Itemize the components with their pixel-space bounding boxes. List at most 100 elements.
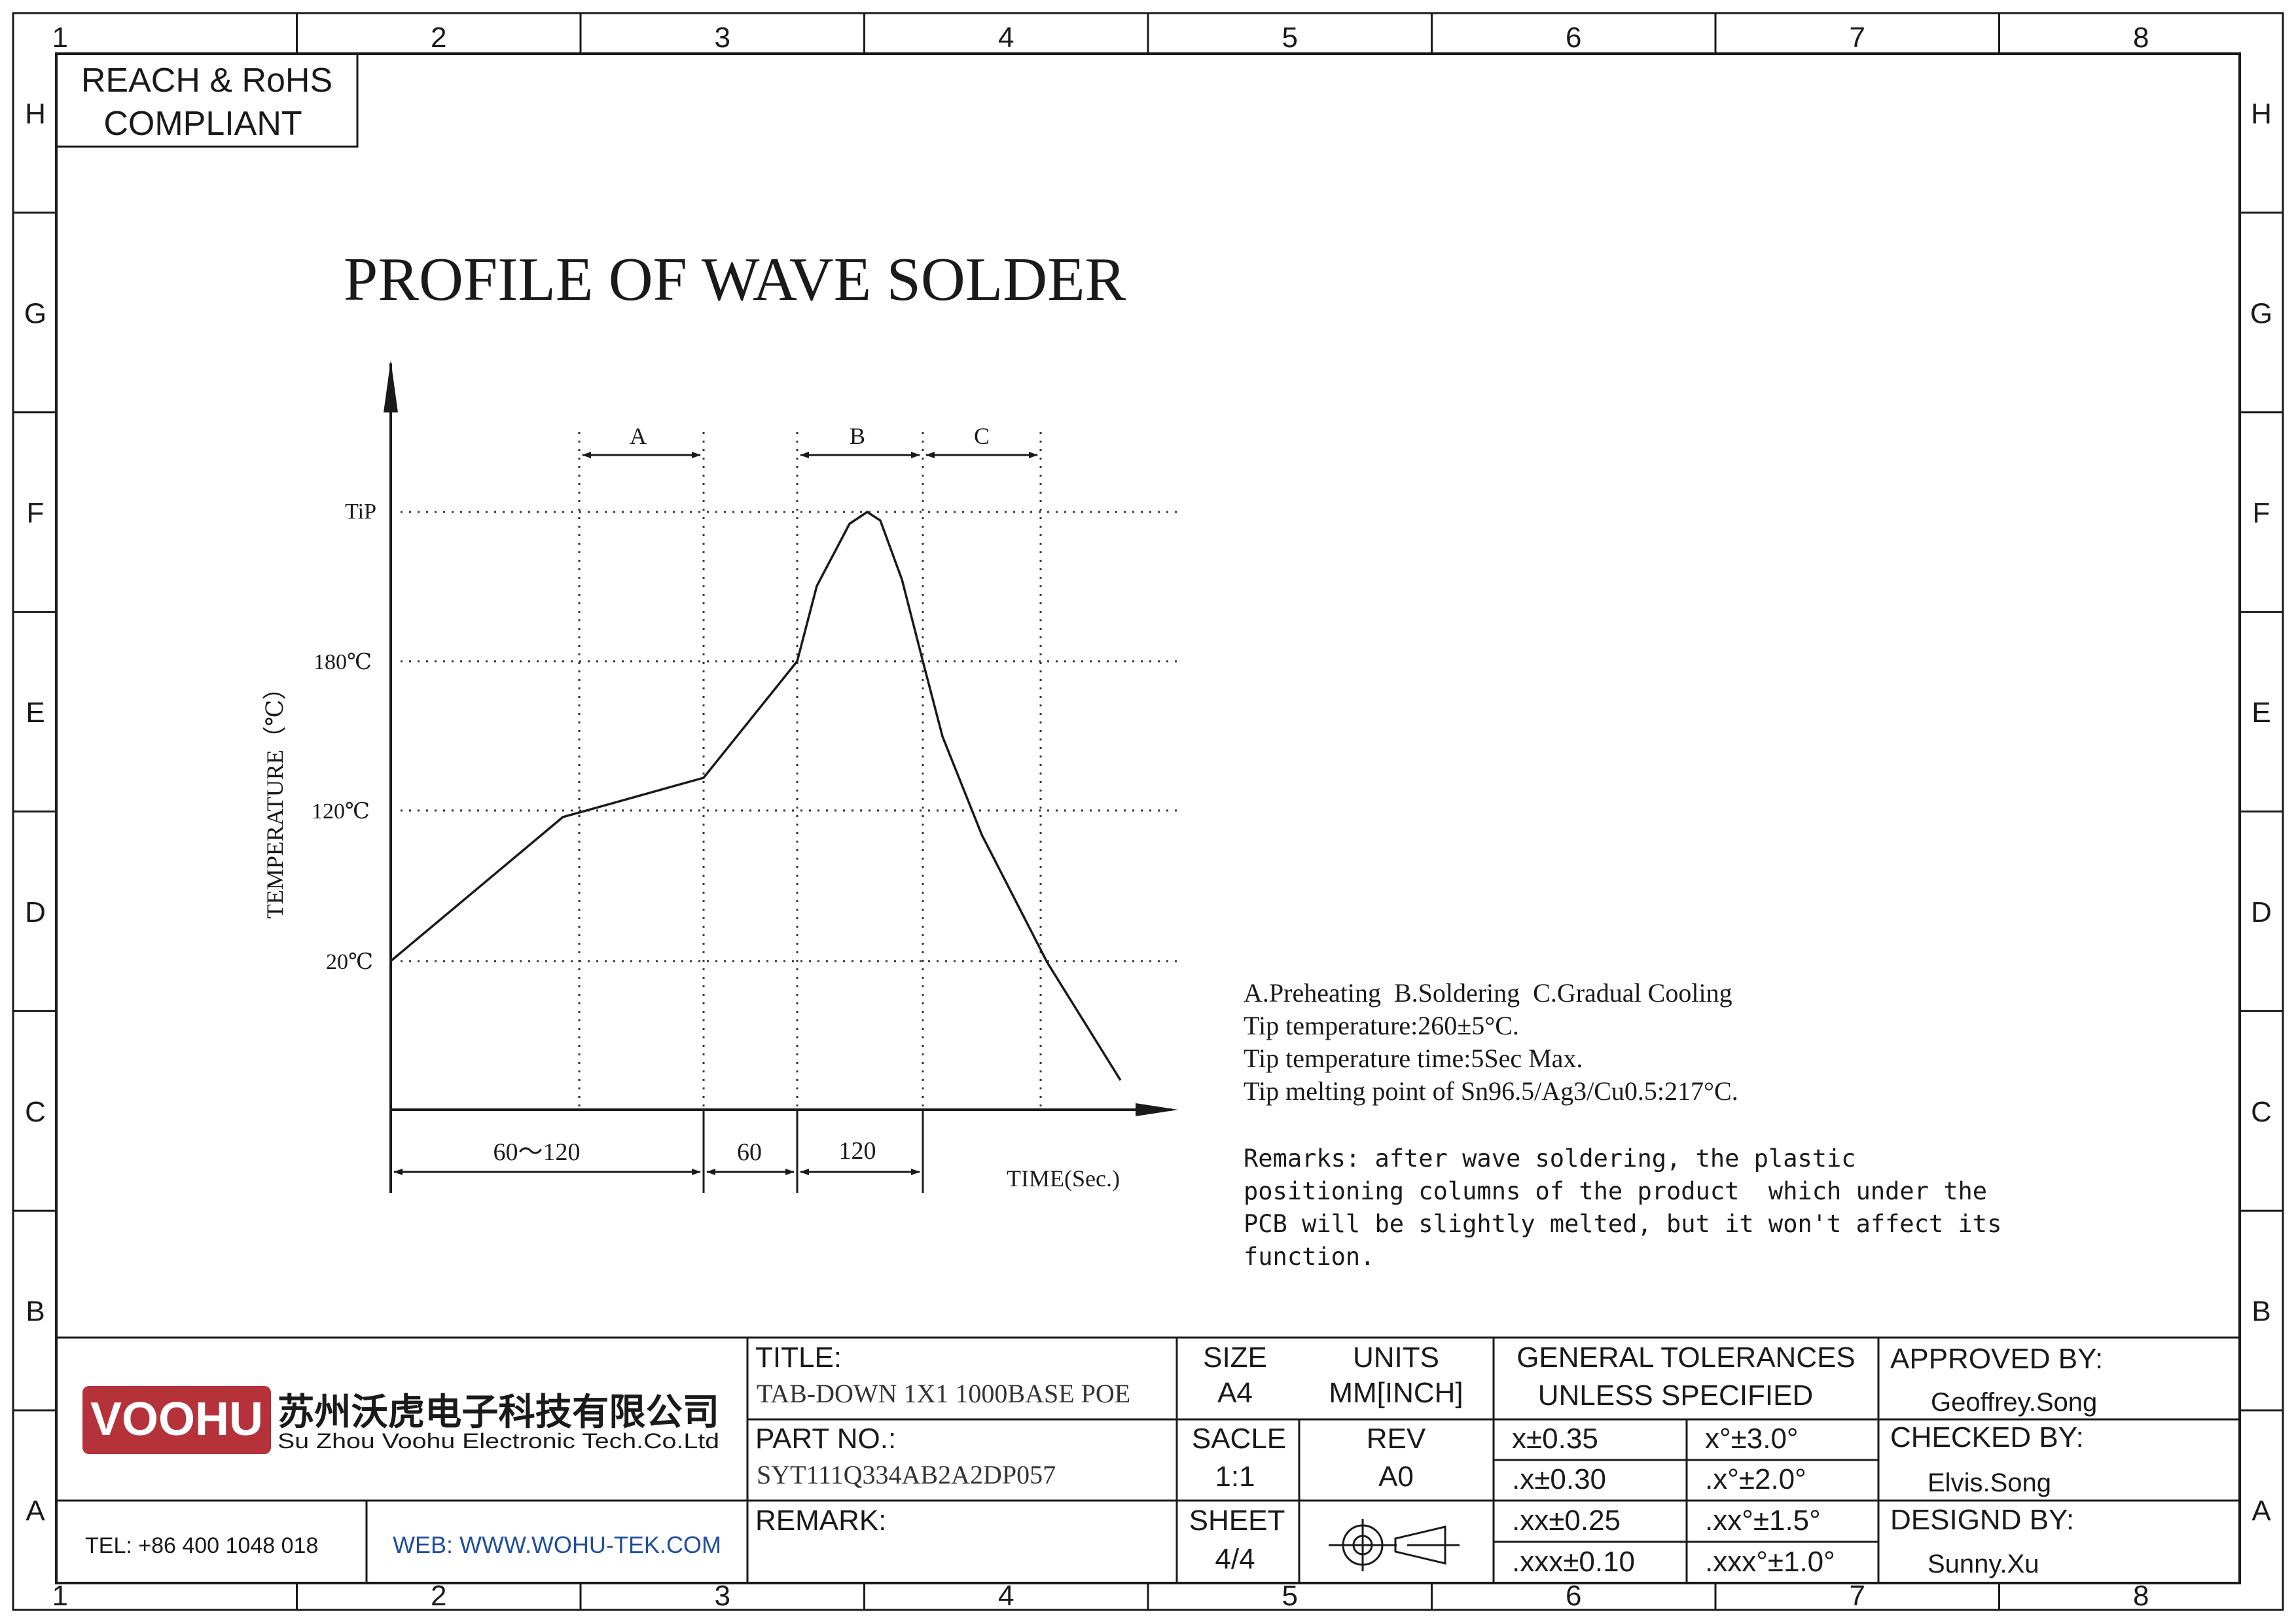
tolerance-cell: x°±3.0° [1705,1423,1799,1455]
projection-symbol-icon [1329,1519,1460,1571]
company-name-cn: 苏州沃虎电子科技有限公司 [278,1391,719,1432]
zone-column-bottom-5: 5 [1282,1580,1298,1612]
zone-column-bottom-8: 8 [2133,1580,2149,1612]
zone-row-right-B: B [2251,1296,2270,1328]
zone-column-bottom-1: 1 [52,1580,68,1612]
note-line-2: Tip temperature:260±5°C. [1244,1011,1519,1040]
zone-column-bottom-4: 4 [998,1580,1014,1612]
duration-dimensions [393,1110,924,1193]
zone-row-left-C: C [25,1096,46,1128]
x-axis-arrowhead [1136,1103,1178,1116]
tolerance-cell: x±0.35 [1512,1423,1598,1455]
zone-row-right-A: A [2251,1495,2271,1527]
zone-ticks [13,13,2283,1610]
y-tick-20: 20℃ [326,950,373,974]
zone-column-top-3: 3 [715,22,730,54]
designed-label: DESIGND BY: [1890,1504,2074,1536]
duration-preheat: 60～120 [493,1139,580,1166]
phase-label-a: A [630,423,647,449]
title-block [56,1336,2240,1583]
zone-row-right-D: D [2251,896,2272,928]
logo-text: VOOHU [90,1393,263,1446]
zone-column-bottom-6: 6 [1566,1580,1581,1612]
part-no-label: PART NO.: [755,1423,896,1455]
tolerance-cell: .xx°±1.5° [1705,1504,1821,1537]
zone-row-left-E: E [26,697,45,729]
duration-60: 60 [737,1139,762,1166]
checked-value: Elvis.Song [1928,1468,2051,1497]
sheet-label: SHEET [1189,1504,1285,1537]
note-line-3: Tip temperature time:5Sec Max. [1244,1044,1583,1073]
zone-row-right-F: F [2253,497,2270,529]
size-value: A4 [1217,1377,1253,1409]
compliance-line-1: REACH & RoHS [81,62,332,100]
wave-solder-diagram: PROFILE OF WAVE SOLDER TiP 180℃ 120℃ 20℃… [262,246,1178,1193]
process-notes: A.Preheating B.Soldering C.Gradual Cooli… [1244,978,2001,1271]
y-axis-arrowhead [384,360,398,412]
x-axis-label: TIME(Sec.) [1007,1165,1120,1192]
zone-column-top-5: 5 [1282,22,1298,54]
tolerances-header-1: GENERAL TOLERANCES [1516,1341,1856,1374]
part-no-value: SYT111Q334AB2A2DP057 [757,1460,1056,1489]
zone-row-right-G: G [2250,297,2272,329]
remark-line-3: PCB will be slightly melted, but it won'… [1244,1210,2001,1238]
y-axis-label: TEMPERATURE（℃） [262,676,288,919]
zone-column-top-8: 8 [2133,22,2149,54]
tolerance-cell: .xxx±0.10 [1512,1546,1635,1578]
title-label: TITLE: [755,1341,842,1374]
y-tick-120: 120℃ [312,799,370,824]
zone-row-left-D: D [25,896,46,928]
company-name-en: Su Zhou Voohu Electronic Tech.Co.Ltd [278,1429,719,1453]
company-logo: VOOHU [82,1386,271,1454]
tolerance-cell: .xx±0.25 [1512,1504,1621,1537]
zone-row-right-E: E [2251,697,2270,729]
tolerance-cell: .xxx°±1.0° [1705,1546,1835,1578]
zone-column-bottom-2: 2 [431,1580,446,1612]
tolerance-cell: .x°±2.0° [1705,1463,1806,1495]
y-tick-180: 180℃ [314,650,372,674]
zone-column-top-4: 4 [998,22,1014,54]
zone-column-top-6: 6 [1566,22,1581,54]
approved-value: Geoffrey.Song [1931,1388,2097,1417]
company-tel: TEL: +86 400 1048 018 [85,1533,318,1558]
scale-value: 1:1 [1215,1461,1255,1493]
remark-line-1: Remarks: after wave soldering, the plast… [1244,1144,1856,1173]
compliance-box: REACH & RoHS COMPLIANT [55,52,359,148]
phase-label-c: C [974,423,990,449]
rev-label: REV [1367,1423,1426,1455]
diagram-title: PROFILE OF WAVE SOLDER [344,246,1126,314]
approved-label: APPROVED BY: [1890,1343,2103,1375]
zone-column-top-2: 2 [431,22,446,54]
remark-line-4: function. [1244,1243,1374,1271]
zone-row-left-G: G [24,297,46,329]
zone-column-bottom-3: 3 [715,1580,730,1612]
zone-column-bottom-7: 7 [1850,1580,1865,1612]
temperature-profile-curve [389,510,1122,1081]
size-label: SIZE [1203,1341,1267,1374]
zone-row-left-B: B [26,1296,45,1328]
zone-column-top-7: 7 [1850,22,1865,54]
zone-row-right-H: H [2251,98,2272,130]
zone-row-left-F: F [27,497,45,529]
company-web[interactable]: WEB: WWW.WOHU-TEK.COM [393,1531,721,1558]
sheet-value: 4/4 [1215,1543,1255,1575]
checked-label: CHECKED BY: [1890,1421,2084,1453]
zone-row-right-C: C [2251,1096,2272,1128]
title-value: TAB-DOWN 1X1 1000BASE POE [757,1379,1130,1408]
zone-row-left-A: A [26,1495,45,1527]
note-line-1: A.Preheating B.Soldering C.Gradual Cooli… [1244,978,1732,1008]
y-tick-tip: TiP [345,500,376,524]
tolerance-cell: .x±0.30 [1512,1463,1606,1495]
remark-label: REMARK: [755,1504,886,1537]
compliance-line-2: COMPLIANT [103,105,302,143]
units-label: UNITS [1353,1341,1439,1374]
zone-row-left-H: H [25,98,46,130]
zone-column-top-1: 1 [52,22,68,54]
scale-label: SACLE [1192,1423,1286,1455]
note-line-4: Tip melting point of Sn96.5/Ag3/Cu0.5:21… [1244,1076,1738,1106]
tolerances-header-2: UNLESS SPECIFIED [1538,1379,1814,1412]
duration-120: 120 [839,1137,876,1165]
rev-value: A0 [1378,1461,1414,1493]
tolerance-table: x±0.35 x°±3.0° .x±0.30 .x°±2.0° .xx±0.25 .xx°… [1512,1423,1835,1578]
